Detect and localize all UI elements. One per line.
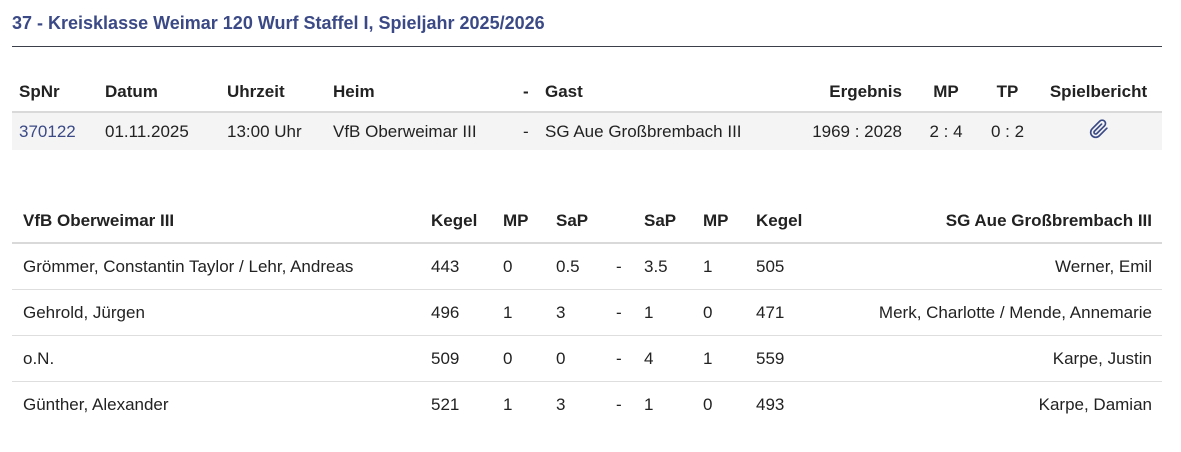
away-kegel: 493 — [756, 394, 785, 414]
header-dash: - — [516, 72, 538, 113]
row-dash: - — [605, 243, 633, 290]
away-kegel: 559 — [745, 335, 841, 382]
match-row: 370122 01.11.2025 13:00 Uhr VfB Oberweim… — [12, 112, 1162, 150]
home-kegel: 496 — [420, 289, 492, 336]
paperclip-icon[interactable] — [1089, 119, 1109, 144]
home-mp: 0 — [492, 335, 545, 382]
player-table-header: VfB Oberweimar III Kegel MP SaP SaP MP K… — [12, 199, 1162, 244]
away-mp: 1 — [692, 335, 745, 382]
home-sap: 3 — [545, 289, 605, 336]
header-tp: TP — [980, 72, 1035, 113]
away-mp: 0 — [703, 394, 713, 414]
header-spnr: SpNr — [12, 72, 98, 113]
header-mp-away: MP — [692, 199, 745, 244]
row-dash: - — [616, 394, 622, 414]
away-sap: 3.5 — [633, 243, 692, 290]
header-heim: Heim — [326, 72, 516, 113]
header-away-team: SG Aue Großbrembach III — [841, 199, 1162, 244]
away-kegel: 505 — [745, 243, 841, 290]
away-sap: 4 — [633, 335, 692, 382]
away-player: Merk, Charlotte / Mende, Annemarie — [841, 289, 1162, 336]
away-mp: 1 — [692, 243, 745, 290]
match-tp: 0 : 2 — [980, 112, 1035, 150]
away-player: Werner, Emil — [841, 243, 1162, 290]
table-row: o.N. 509 0 0 - 4 1 559 Karpe, Justin — [12, 335, 1162, 382]
home-sap: 0.5 — [545, 243, 605, 290]
header-sap-away: SaP — [633, 199, 692, 244]
header-gast: Gast — [538, 72, 792, 113]
match-dash: - — [516, 112, 538, 150]
away-player: Karpe, Justin — [841, 335, 1162, 382]
match-result: 1969 : 2028 — [792, 112, 912, 150]
home-mp: 0 — [492, 243, 545, 290]
away-sap: 1 — [633, 289, 692, 336]
title-divider — [12, 46, 1162, 47]
header-mp: MP — [912, 72, 980, 113]
home-sap: 0 — [545, 335, 605, 382]
home-player: Grömmer, Constantin Taylor / Lehr, Andre… — [12, 243, 420, 290]
row-dash: - — [605, 289, 633, 336]
home-sap: 3 — [556, 394, 566, 414]
home-kegel: 521 — [431, 394, 460, 414]
header-sap-home: SaP — [545, 199, 605, 244]
home-player: o.N. — [12, 335, 420, 382]
match-table-header: SpNr Datum Uhrzeit Heim - Gast Ergebnis … — [12, 72, 1162, 113]
header-spacer — [605, 199, 633, 244]
match-mp: 2 : 4 — [912, 112, 980, 150]
header-kegel-away: Kegel — [745, 199, 841, 244]
away-mp: 0 — [692, 289, 745, 336]
header-spielbericht: Spielbericht — [1035, 72, 1162, 113]
header-mp-home: MP — [492, 199, 545, 244]
home-player: Gehrold, Jürgen — [12, 289, 420, 336]
home-kegel: 443 — [420, 243, 492, 290]
home-kegel: 509 — [420, 335, 492, 382]
away-sap: 1 — [644, 394, 654, 414]
header-uhrzeit: Uhrzeit — [220, 72, 326, 113]
row-dash: - — [605, 335, 633, 382]
match-table: SpNr Datum Uhrzeit Heim - Gast Ergebnis … — [12, 72, 1162, 150]
match-home-team: VfB Oberweimar III — [326, 112, 516, 150]
page-title: 37 - Kreisklasse Weimar 120 Wurf Staffel… — [12, 13, 545, 33]
header-home-team: VfB Oberweimar III — [12, 199, 420, 244]
table-row: Gehrold, Jürgen 496 1 3 - 1 0 471 Merk, … — [12, 289, 1162, 336]
home-mp: 1 — [492, 289, 545, 336]
match-number-link[interactable]: 370122 — [19, 121, 76, 141]
home-player: Günther, Alexander — [23, 394, 169, 414]
table-row: Grömmer, Constantin Taylor / Lehr, Andre… — [12, 243, 1162, 290]
match-time: 13:00 Uhr — [220, 112, 326, 150]
match-date: 01.11.2025 — [98, 112, 220, 150]
header-kegel-home: Kegel — [420, 199, 492, 244]
header-datum: Datum — [98, 72, 220, 113]
match-away-team: SG Aue Großbrembach III — [538, 112, 792, 150]
player-table: VfB Oberweimar III Kegel MP SaP SaP MP K… — [12, 199, 1162, 427]
home-mp: 1 — [503, 394, 513, 414]
away-player: Karpe, Damian — [1038, 394, 1152, 414]
header-ergebnis: Ergebnis — [792, 72, 912, 113]
table-row: Günther, Alexander 521 1 3 - 1 0 493 Kar… — [12, 382, 1162, 428]
away-kegel: 471 — [745, 289, 841, 336]
